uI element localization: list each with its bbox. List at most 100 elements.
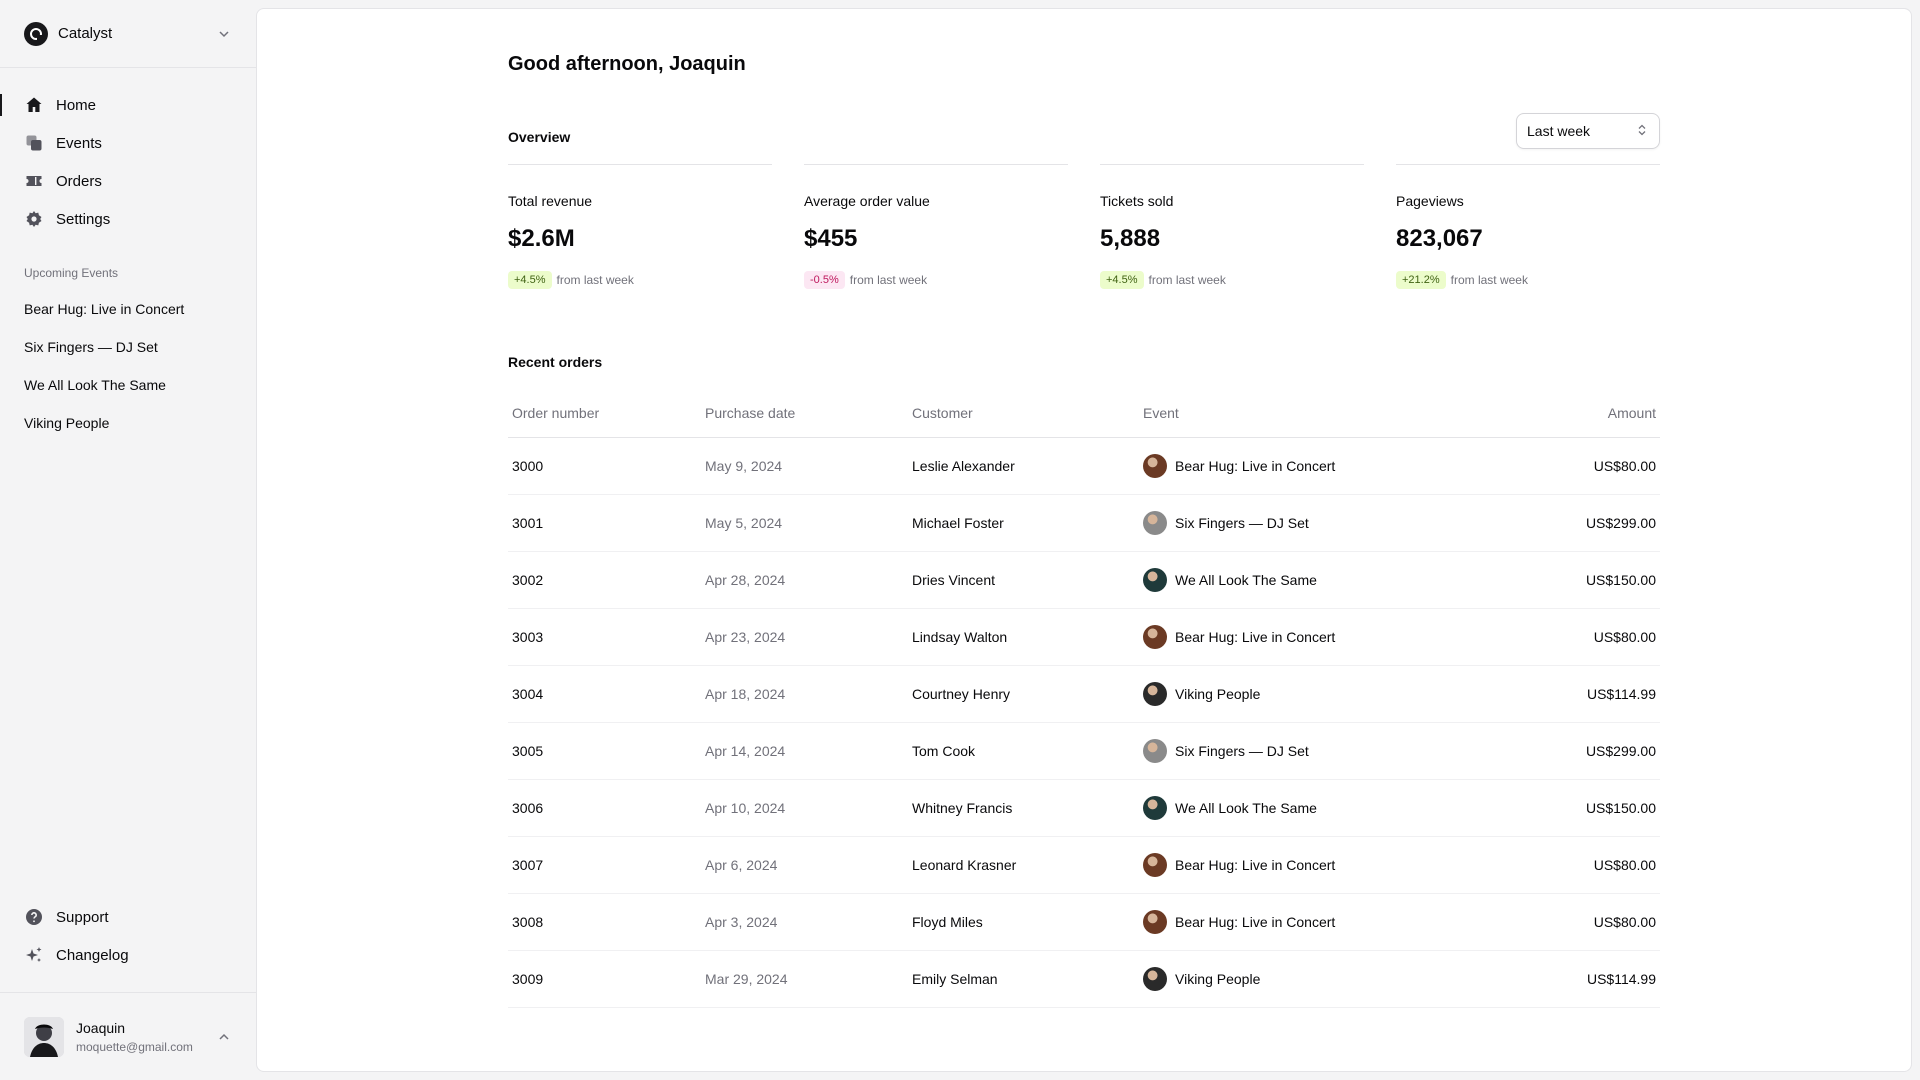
main-panel: Good afternoon, Joaquin Overview Last we… [256,8,1912,1072]
order-number: 3007 [508,836,701,894]
stats-row: Total revenue $2.6M +4.5% from last week… [508,164,1660,289]
sparkles-icon [24,945,44,965]
table-header-row: Order number Purchase date Customer Even… [508,390,1660,438]
customer-name: Whitney Francis [908,779,1139,837]
stat-change-badge: -0.5% [804,271,845,289]
event-cell: Viking People [1139,665,1514,723]
nav-label: Home [56,96,97,114]
table-row[interactable]: 3008 Apr 3, 2024 Floyd Miles Bear Hug: Live… [508,893,1660,951]
order-number: 3009 [508,950,701,1008]
customer-name: Leslie Alexander [908,437,1139,495]
nav-item-changelog[interactable]: Changelog [0,936,256,974]
event-cell: Bear Hug: Live in Concert [1139,608,1514,666]
event-avatar [1143,681,1167,706]
nav-label: Support [56,908,109,926]
purchase-date: Apr 18, 2024 [701,665,908,723]
upcoming-event-link[interactable]: Viking People [24,415,110,431]
user-menu[interactable]: Joaquin moquette@gmail.com [0,992,256,1080]
event-avatar [1143,453,1167,478]
customer-name: Courtney Henry [908,665,1139,723]
order-amount: US$150.00 [1513,551,1660,609]
customer-name: Floyd Miles [908,893,1139,951]
order-number: 3000 [508,437,701,495]
order-number: 3005 [508,722,701,780]
sidebar-spacer [0,442,256,898]
stat-label: Total revenue [508,193,593,209]
customer-name: Michael Foster [908,494,1139,552]
catalyst-logo-icon [24,21,48,46]
table-row[interactable]: 3000 May 9, 2024 Leslie Alexander Bear Hug:… [508,437,1660,495]
table-row[interactable]: 3007 Apr 6, 2024 Leonard Krasner Bear Hug: … [508,836,1660,894]
event-cell: Bear Hug: Live in Concert [1139,437,1514,495]
stat-change-suffix: from last week [1450,273,1528,287]
nav-item-support[interactable]: Support [0,898,256,936]
table-row[interactable]: 3002 Apr 28, 2024 Dries Vincent We All Look… [508,551,1660,609]
stat-change-suffix: from last week [849,273,928,287]
nav-item-home[interactable]: Home [0,86,256,124]
order-amount: US$299.00 [1513,494,1660,552]
event-name: Bear Hug: Live in Concert [1175,913,1336,930]
event-cell: We All Look The Same [1139,779,1514,837]
chevron-down-icon [216,26,232,42]
event-name: Bear Hug: Live in Concert [1175,856,1336,873]
column-header-amount: Amount [1513,390,1660,438]
customer-name: Lindsay Walton [908,608,1139,666]
overview-heading: Overview [508,129,571,145]
event-cell: Viking People [1139,950,1514,1008]
order-amount: US$80.00 [1513,437,1660,495]
table-row[interactable]: 3006 Apr 10, 2024 Whitney Francis We All Lo… [508,779,1660,837]
table-row[interactable]: 3009 Mar 29, 2024 Emily Selman Viking Peopl… [508,950,1660,1008]
event-avatar [1143,909,1167,934]
table-row[interactable]: 3001 May 5, 2024 Michael Foster Six Fingers… [508,494,1660,552]
upcoming-event-link[interactable]: We All Look The Same [24,377,166,393]
nav-item-orders[interactable]: Orders [0,162,256,200]
stat-label: Tickets sold [1100,193,1174,209]
upcoming-events-heading: Upcoming Events [24,266,119,280]
order-amount: US$80.00 [1513,836,1660,894]
table-row[interactable]: 3005 Apr 14, 2024 Tom Cook Six Fingers — DJ… [508,722,1660,780]
event-name: We All Look The Same [1175,571,1317,588]
order-number: 3004 [508,665,701,723]
period-select-value: Last week [1527,123,1591,139]
nav-item-events[interactable]: Events [0,124,256,162]
chevron-up-icon [216,1029,232,1045]
nav-label: Changelog [56,946,129,964]
stat-value: 823,067 [1396,225,1483,252]
secondary-nav: Support Changelog [0,898,256,992]
nav-label: Settings [56,210,111,228]
upcoming-event-link[interactable]: Bear Hug: Live in Concert [24,301,185,317]
nav-item-settings[interactable]: Settings [0,200,256,238]
event-avatar [1143,567,1167,592]
page-title: Good afternoon, Joaquin [508,53,746,75]
event-name: We All Look The Same [1175,799,1317,816]
purchase-date: Apr 3, 2024 [701,893,908,951]
order-number: 3006 [508,779,701,837]
stat-change-badge: +21.2% [1396,271,1446,289]
team-name: Catalyst [58,25,113,42]
order-amount: US$80.00 [1513,893,1660,951]
stat-label: Average order value [804,193,930,209]
events-icon [24,133,44,153]
table-row[interactable]: 3004 Apr 18, 2024 Courtney Henry Viking Peo… [508,665,1660,723]
stat-label: Pageviews [1396,193,1464,209]
customer-name: Emily Selman [908,950,1139,1008]
stat-card: Average order value $455 -0.5% from last… [804,164,1068,289]
period-select[interactable]: Last week [1516,113,1660,149]
column-header-date: Purchase date [701,390,908,438]
sidebar: Catalyst Home Events Orders [0,0,256,1080]
recent-orders-heading: Recent orders [508,354,603,370]
user-email: moquette@gmail.com [76,1039,193,1054]
upcoming-event-link[interactable]: Six Fingers — DJ Set [24,339,158,355]
event-name: Bear Hug: Live in Concert [1175,457,1336,474]
event-name: Bear Hug: Live in Concert [1175,628,1336,645]
team-switcher[interactable]: Catalyst [0,0,256,68]
event-cell: Bear Hug: Live in Concert [1139,893,1514,951]
gear-icon [24,209,44,229]
stat-value: $455 [804,225,858,252]
table-row[interactable]: 3003 Apr 23, 2024 Lindsay Walton Bear Hug: … [508,608,1660,666]
event-avatar [1143,966,1167,991]
event-cell: Six Fingers — DJ Set [1139,494,1514,552]
purchase-date: Apr 28, 2024 [701,551,908,609]
order-number: 3002 [508,551,701,609]
event-name: Viking People [1175,685,1261,702]
